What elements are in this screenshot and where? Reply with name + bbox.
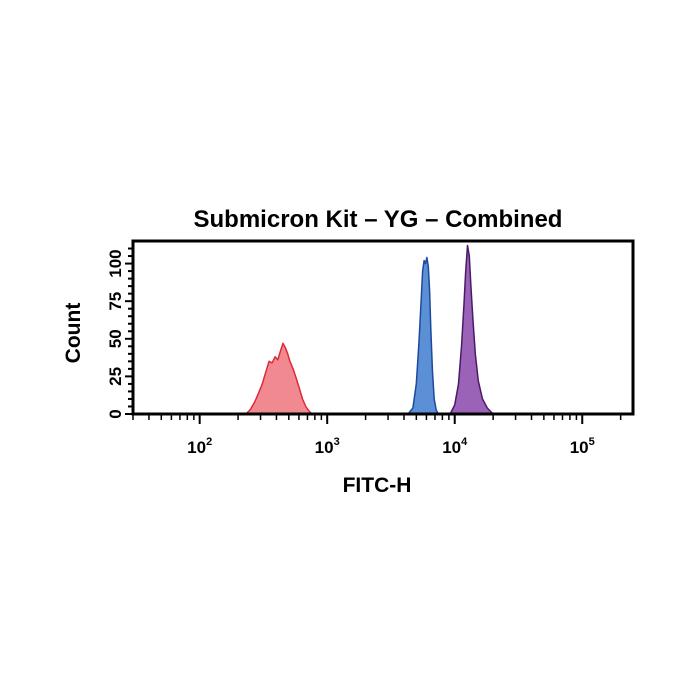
x-tick-label: 104: [442, 436, 468, 457]
plot-frame: [131, 239, 635, 416]
x-axis: 102 103 104 105: [132, 414, 622, 457]
y-tick-label: 50: [106, 329, 125, 348]
y-tick-label: 25: [106, 367, 125, 386]
y-tick-label: 0: [106, 409, 125, 418]
histogram-series-purple: [449, 244, 494, 415]
x-axis-label: FITC-H: [343, 474, 412, 497]
series-layer: [245, 244, 494, 415]
y-tick-label: 75: [106, 292, 125, 311]
x-tick-label: 102: [187, 436, 212, 457]
histogram-series-blue: [407, 256, 439, 415]
y-tick-label: 100: [106, 249, 125, 277]
histogram-series-red: [245, 342, 313, 415]
x-tick-label: 105: [570, 436, 595, 457]
y-axis-label: Count: [62, 303, 85, 364]
y-axis: 0 25 50 75 100: [106, 247, 133, 419]
chart-title: Submicron Kit – YG – Combined: [194, 206, 563, 233]
x-tick-label: 103: [315, 436, 340, 457]
